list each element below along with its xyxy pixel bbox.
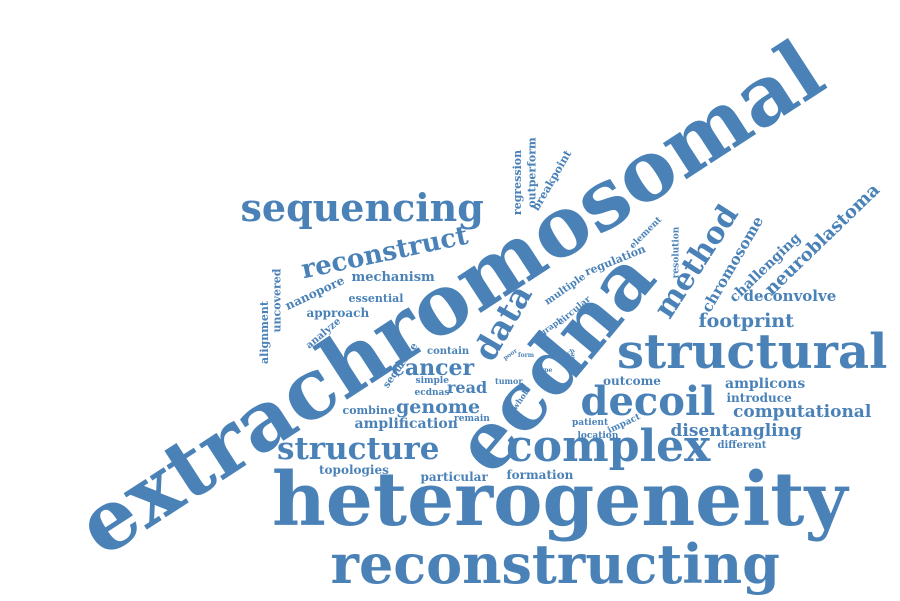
word-reconstructing: reconstructing (330, 532, 780, 596)
word-particular: particular (420, 470, 488, 484)
word-computational: computational (733, 401, 872, 422)
word-form: form (518, 352, 535, 359)
word-alignment: alignment (257, 300, 271, 364)
word-combine: combine (342, 403, 396, 417)
word-cancer: cancer (391, 355, 475, 381)
word-structure: structure (277, 430, 440, 467)
word-read: read (447, 378, 488, 397)
word-different: different (717, 440, 767, 451)
word-neuroblastoma: neuroblastoma (760, 179, 884, 300)
word-uncovered: uncovered (270, 268, 284, 332)
word-type: type (538, 367, 553, 374)
word-regression: regression (510, 149, 524, 215)
word-simple: simple (415, 375, 449, 386)
word-footprint: footprint (698, 309, 794, 332)
word-ecdnas: ecdnas (414, 387, 450, 398)
word-sequencing: sequencing (240, 185, 484, 230)
word-contain: contain (427, 346, 470, 357)
word-tumor: tumor (495, 376, 523, 386)
word-remain: remain (454, 413, 490, 424)
word-approach: approach (306, 306, 370, 320)
word-amplification: amplification (354, 416, 458, 432)
word-genome: genome (396, 395, 481, 418)
word-line: line (568, 352, 576, 366)
word-introduce: introduce (726, 391, 792, 405)
word-formation: formation (506, 468, 574, 482)
word-essential: essential (348, 291, 404, 305)
word-structural: structural (617, 324, 888, 380)
word-location: location (577, 430, 619, 441)
word-outcome: outcome (603, 374, 661, 388)
word-mechanism: mechanism (351, 269, 435, 285)
word-topologies: topologies (319, 463, 389, 477)
word-heterogeneity: heterogeneity (272, 457, 848, 543)
word-resolution: resolution (671, 226, 682, 278)
word-deconvolve: deconvolve (743, 286, 837, 305)
word-complex: complex (506, 421, 711, 472)
word-disentangling: disentangling (670, 420, 802, 441)
word-decoil: decoil (580, 378, 716, 425)
word-patient: patient (572, 417, 609, 428)
word-amplicons: amplicons (725, 376, 806, 392)
